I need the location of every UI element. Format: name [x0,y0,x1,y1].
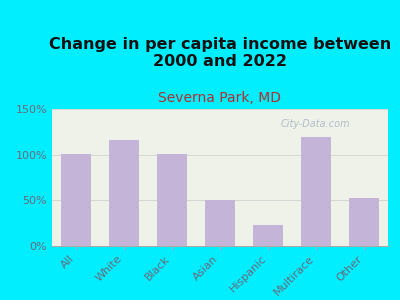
Bar [253,225,283,246]
Bar [109,140,139,246]
Bar [349,198,379,246]
Text: Severna Park, MD: Severna Park, MD [158,91,282,105]
Text: Change in per capita income between
2000 and 2022: Change in per capita income between 2000… [49,37,391,70]
Bar [157,154,187,246]
Text: City-Data.com: City-Data.com [280,119,350,129]
Bar [205,200,235,246]
Bar [61,154,91,246]
Bar [301,136,331,246]
